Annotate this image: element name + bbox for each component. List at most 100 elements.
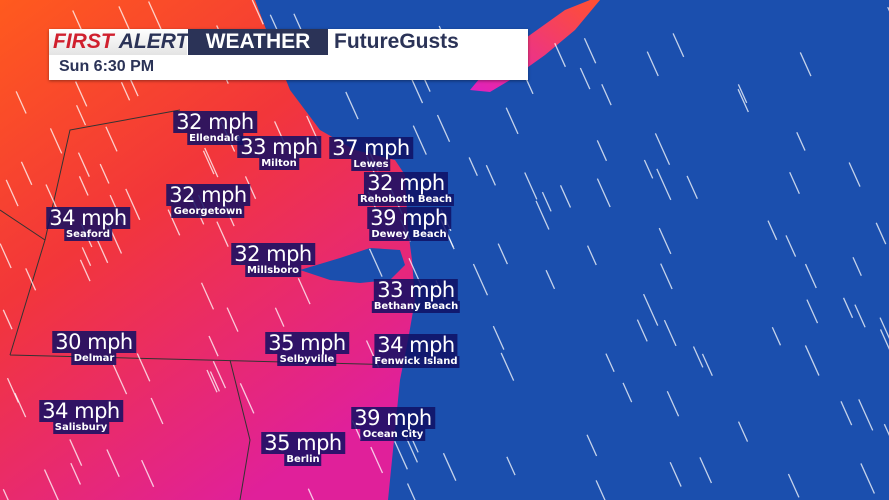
wind-arrow: [492, 325, 505, 350]
wind-arrow: [206, 369, 218, 393]
city-name: Berlin: [284, 454, 322, 466]
wind-arrow: [737, 84, 748, 104]
wind-arrow: [643, 159, 654, 179]
wind-arrow: [875, 222, 887, 245]
city-name: Seaford: [63, 229, 113, 241]
wind-arrow: [579, 67, 591, 90]
wind-arrow: [14, 392, 27, 418]
city-name: Delmar: [71, 353, 117, 365]
gust-label: 33 mph Bethany Beach: [371, 279, 461, 313]
wind-arrow: [799, 52, 812, 77]
wind-arrow: [883, 423, 889, 437]
wind-arrow: [200, 282, 215, 310]
city-name: Rehoboth Beach: [357, 194, 455, 206]
wind-arrow: [75, 81, 88, 107]
wind-arrow: [274, 307, 285, 327]
gust-value: 32 mph: [166, 184, 250, 206]
wind-arrow: [120, 82, 131, 101]
gust-label: 35 mph Berlin: [261, 432, 345, 466]
wind-arrow: [545, 269, 556, 290]
wind-arrow: [559, 185, 572, 208]
gust-value: 32 mph: [173, 111, 257, 133]
city-name: Bethany Beach: [371, 301, 461, 313]
first-alert-logo: FIRST ALERT: [49, 29, 189, 55]
wind-arrow: [345, 91, 359, 120]
wind-arrow: [669, 462, 682, 487]
wind-arrow: [99, 163, 110, 184]
city-name: Selbyville: [277, 354, 337, 366]
wind-arrow: [879, 329, 889, 350]
city-name: Ellendale: [187, 133, 243, 145]
wind-arrow: [20, 161, 33, 186]
wind-arrow: [879, 317, 889, 340]
wind-arrow: [535, 200, 550, 230]
wind-arrow: [112, 363, 128, 395]
wind-arrow: [787, 473, 800, 498]
wind-arrow: [69, 439, 83, 466]
wind-arrow: [410, 78, 424, 104]
wind-arrow: [804, 345, 820, 376]
wind-arrow: [601, 84, 612, 106]
city-name: Ocean City: [360, 429, 426, 441]
wind-arrow: [497, 243, 508, 265]
city-name: Millsboro: [244, 265, 302, 277]
gust-label: 39 mph Ocean City: [351, 407, 435, 441]
wind-arrow: [505, 107, 519, 135]
forecast-time: Sun 6:30 PM: [59, 58, 155, 75]
gust-label: 35 mph Selbyville: [265, 332, 349, 366]
wind-arrow: [412, 125, 427, 155]
wind-arrow: [297, 277, 311, 305]
wind-arrow: [45, 184, 58, 210]
gust-label: 34 mph Seaford: [46, 207, 130, 241]
gust-label: 34 mph Salisbury: [39, 400, 123, 434]
wind-arrow: [860, 463, 875, 494]
wind-arrow: [541, 191, 552, 212]
brand-alert: ALERT: [118, 30, 189, 53]
city-name: Dewey Beach: [369, 229, 449, 241]
wind-arrow: [70, 462, 81, 485]
wind-arrow: [239, 383, 255, 414]
product-title: FutureGusts: [334, 30, 459, 53]
wind-arrow: [586, 434, 598, 457]
wind-arrow: [251, 0, 264, 25]
wind-arrow: [75, 104, 87, 126]
wind-arrow: [660, 263, 673, 290]
wind-arrow: [370, 446, 384, 474]
wind-arrow: [472, 263, 489, 296]
city-name: Georgetown: [171, 206, 245, 218]
wind-arrow: [804, 263, 817, 289]
wind-arrow: [605, 353, 615, 373]
title-banner: FIRST ALERT WEATHER FutureGusts Sun 6:30…: [49, 29, 528, 80]
wind-arrow: [796, 131, 806, 151]
gust-value: 34 mph: [46, 207, 130, 229]
gust-value: 33 mph: [237, 136, 321, 158]
wind-arrow: [125, 188, 141, 221]
wind-arrow: [25, 268, 37, 291]
wind-arrow: [500, 352, 515, 381]
wind-arrow: [105, 126, 118, 152]
wind-arrow: [646, 51, 659, 77]
wind-arrow: [79, 259, 91, 282]
gust-value: 30 mph: [52, 331, 136, 353]
wind-arrow: [394, 440, 408, 470]
gust-value: 34 mph: [374, 334, 458, 356]
wind-arrow: [77, 152, 90, 177]
gust-value: 32 mph: [364, 172, 448, 194]
wind-arrow: [244, 176, 257, 200]
gust-label: 34 mph Fenwick Island: [372, 334, 460, 368]
gust-label: 32 mph Ellendale: [173, 111, 257, 145]
wind-arrow: [78, 176, 89, 196]
gust-label: 32 mph Georgetown: [166, 184, 250, 218]
wind-arrow: [789, 171, 800, 194]
wind-arrow: [767, 220, 778, 241]
city-name: Milton: [259, 158, 299, 170]
brand-first: FIRST: [53, 30, 114, 53]
wind-arrow: [666, 390, 680, 417]
wind-arrow: [15, 91, 27, 114]
wind-arrow: [49, 128, 63, 154]
wind-arrow: [96, 238, 109, 264]
wind-arrow: [216, 221, 229, 247]
wind-arrow: [658, 227, 672, 255]
gust-value: 33 mph: [374, 279, 458, 301]
